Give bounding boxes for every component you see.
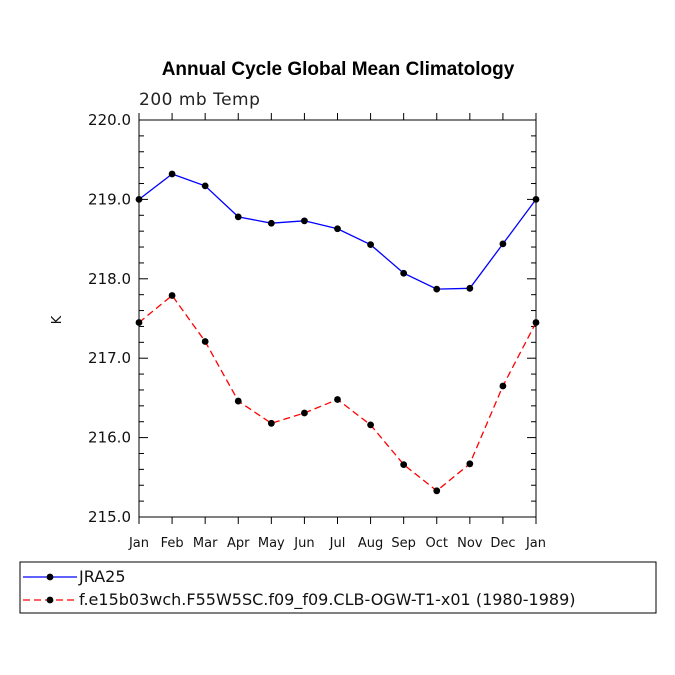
x-tick-label: Nov — [457, 536, 483, 551]
legend-label-model: f.e15b03wch.F55W5SC.f09_f09.CLB-OGW-T1-x… — [79, 590, 576, 610]
series-1-point — [301, 217, 308, 225]
series-2-point — [466, 460, 474, 468]
series-1-point — [433, 285, 441, 293]
series-1-point — [168, 170, 176, 178]
y-tick-label: 218.0 — [88, 270, 131, 288]
x-tick-label: May — [258, 536, 285, 551]
series-2-point — [367, 421, 374, 429]
legend-box — [19, 561, 657, 614]
series-1-point — [334, 225, 341, 233]
x-tick-label: Dec — [490, 536, 515, 551]
series-2-point — [400, 461, 408, 468]
series-2-point — [532, 319, 540, 326]
x-tick-label: Jun — [293, 536, 314, 551]
chart-title: Annual Cycle Global Mean Climatology — [162, 59, 515, 80]
series-1-point — [400, 269, 408, 277]
y-tick-label: 217.0 — [88, 349, 131, 367]
series-1-point — [532, 196, 540, 203]
x-tick-label: Mar — [193, 536, 218, 551]
x-tick-label: Aug — [358, 536, 383, 551]
legend-marker-model — [46, 596, 54, 604]
x-tick-label: Jan — [128, 536, 149, 551]
y-tick-labels: 215.0 216.0 217.0 218.0 219.0 220.0 — [88, 111, 131, 526]
series-2-point — [433, 487, 441, 495]
x-tick-labels: Jan Feb Mar Apr May Jun Jul Aug Sep Oct Nov Dec Jan — [128, 536, 546, 551]
series-1-point — [201, 182, 209, 190]
series-2-point — [168, 292, 176, 299]
series-1-point — [267, 219, 275, 227]
x-tick-label: Jan — [525, 536, 546, 551]
chart-subtitle: 200 mb Temp — [139, 90, 260, 110]
series-2-point — [301, 409, 308, 417]
series-1-point — [466, 284, 474, 292]
axis-ticks — [138, 113, 537, 524]
y-tick-label: 215.0 — [88, 508, 131, 526]
x-tick-label: Sep — [391, 536, 416, 551]
y-axis-label: K — [50, 315, 65, 324]
series-line-2 — [138, 294, 537, 492]
series-1-point — [499, 240, 507, 248]
x-tick-label: Apr — [227, 536, 250, 551]
x-tick-label: Feb — [161, 536, 184, 551]
series-1-point — [135, 196, 143, 203]
series-2-point — [234, 397, 242, 405]
series-2-point — [334, 396, 341, 403]
y-tick-label: 220.0 — [88, 111, 131, 129]
x-tick-label: Oct — [426, 536, 448, 551]
series-1-point — [367, 241, 374, 249]
y-tick-label: 219.0 — [88, 190, 131, 208]
plot-frame — [138, 119, 537, 518]
series-2-point — [499, 382, 507, 390]
legend: JRA25 f.e15b03wch.F55W5SC.f09_f09.CLB-OG… — [19, 561, 657, 614]
x-tick-label: Jul — [329, 536, 346, 551]
legend-marker-jra25 — [46, 573, 54, 581]
y-tick-label: 216.0 — [88, 429, 131, 447]
legend-label-jra25: JRA25 — [78, 567, 126, 586]
series-2-point — [135, 319, 143, 326]
series-layer — [135, 170, 540, 495]
series-2-point — [201, 338, 209, 345]
series-1-point — [234, 213, 242, 221]
series-2-point — [267, 419, 275, 427]
